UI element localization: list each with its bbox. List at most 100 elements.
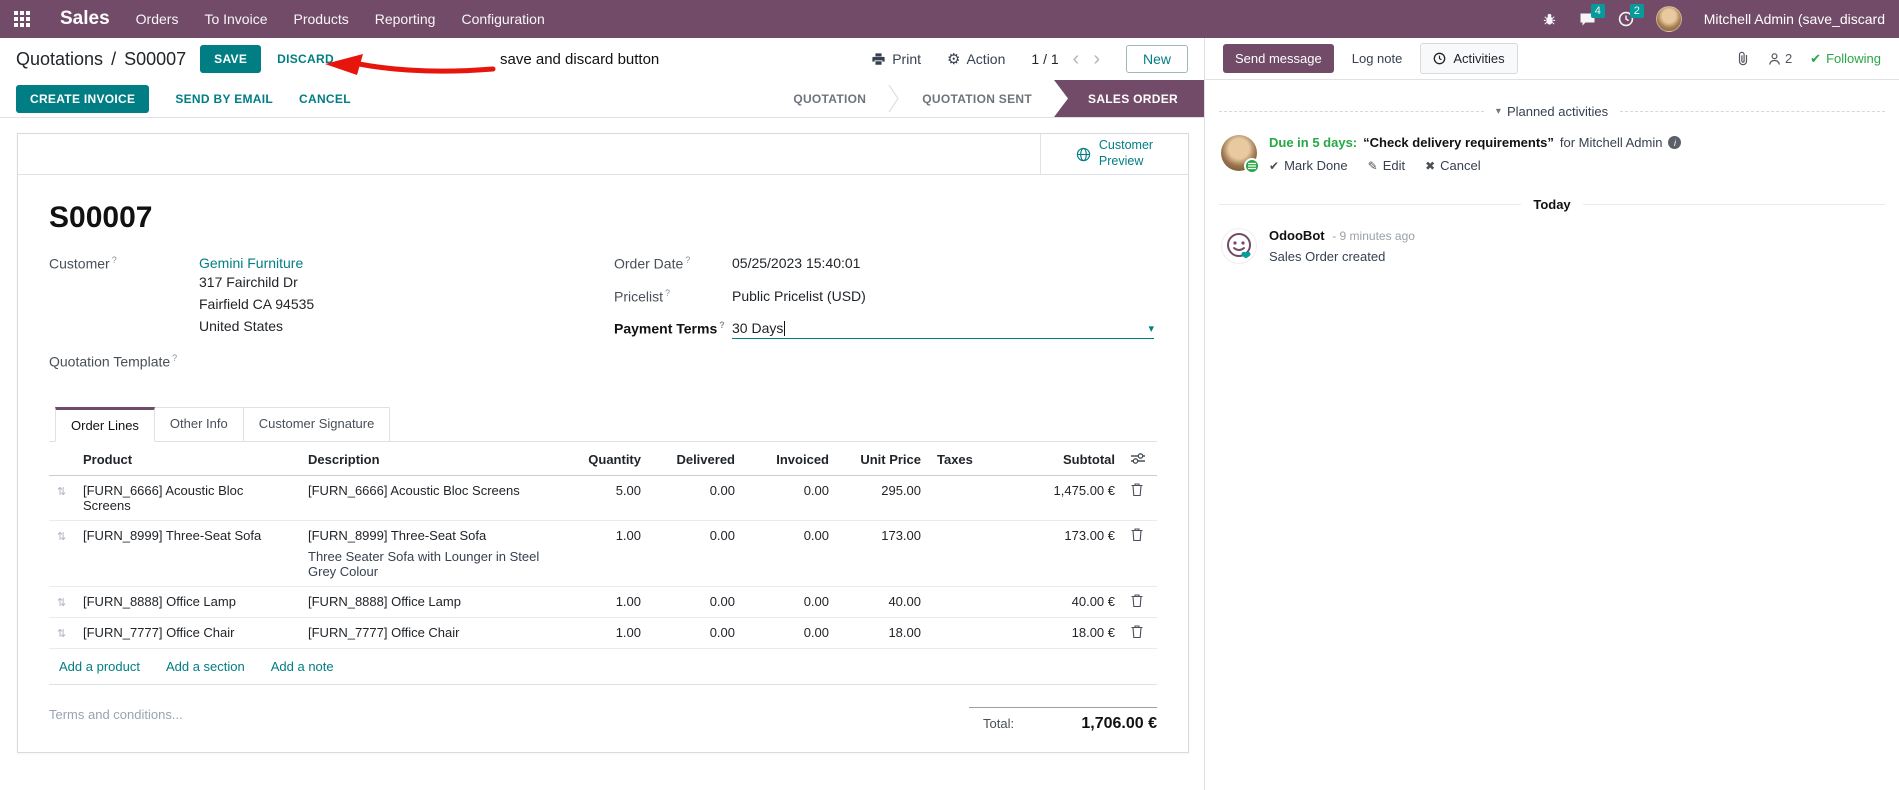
drag-handle-icon[interactable]: ⇅ [57,530,67,543]
menu-orders[interactable]: Orders [135,11,179,27]
notebook-tabs: Order Lines Other Info Customer Signatur… [49,406,1157,442]
pager-next-icon[interactable]: › [1093,48,1100,70]
payment-terms-input[interactable]: 30 Days ▾ [732,320,1154,340]
discard-button[interactable]: DISCARD [277,52,334,66]
pager-prev-icon[interactable]: ‹ [1072,48,1080,70]
table-footer-links: Add a product Add a section Add a note [49,649,1157,685]
mark-done-button[interactable]: ✔ Mark Done [1269,158,1348,173]
state-sales-order[interactable]: SALES ORDER [1054,80,1204,117]
send-message-button[interactable]: Send message [1223,44,1334,73]
menu-to-invoice[interactable]: To Invoice [204,11,268,27]
col-invoiced[interactable]: Invoiced [743,443,837,476]
apps-menu-icon[interactable] [14,11,30,27]
customer-preview-button[interactable]: Customer Preview [1040,134,1188,175]
breadcrumb-quotations[interactable]: Quotations [16,48,104,69]
delete-line-icon[interactable] [1131,528,1143,541]
odoobot-avatar[interactable] [1221,228,1257,264]
printer-icon [872,53,885,65]
delete-line-icon[interactable] [1131,483,1143,496]
total-value: 1,706.00 € [1081,714,1157,732]
planned-activity-item: Due in 5 days: “Check delivery requireme… [1221,135,1899,174]
activities-button[interactable]: Activities [1420,43,1518,74]
pager: 1 / 1 ‹ › [1031,49,1100,69]
message-timestamp: - 9 minutes ago [1332,229,1415,243]
messages-icon[interactable]: 4 [1579,4,1605,27]
add-product-link[interactable]: Add a product [59,658,140,674]
add-note-link[interactable]: Add a note [270,658,334,674]
order-date-value[interactable]: 05/25/2023 15:40:01 [732,255,861,271]
chevron-down-icon[interactable]: ▾ [1148,322,1154,335]
text-cursor [784,320,786,336]
breadcrumb-separator: / [111,48,117,69]
activity-summary: “Check delivery requirements” [1363,135,1554,150]
order-line-row[interactable]: ⇅ [FURN_6666] Acoustic Bloc Screens [FUR… [49,475,1157,521]
tab-order-lines[interactable]: Order Lines [55,406,155,442]
col-product[interactable]: Product [75,443,300,476]
pricelist-value[interactable]: Public Pricelist (USD) [732,287,866,304]
customer-link[interactable]: Gemini Furniture [199,255,304,271]
pencil-icon: ✎ [1367,158,1378,173]
activity-clock-icon[interactable]: 2 [1618,4,1644,27]
form-sheet: Customer Preview S00007 Customer? Gemini… [17,133,1189,753]
edit-activity-button[interactable]: ✎ Edit [1367,158,1406,173]
clock-icon [1433,52,1446,65]
delete-line-icon[interactable] [1131,625,1143,638]
delete-line-icon[interactable] [1131,594,1143,607]
state-quotation-sent[interactable]: QUOTATION SENT [922,91,1033,106]
menu-configuration[interactable]: Configuration [461,11,545,27]
action-button[interactable]: ⚙ Action [947,50,1006,68]
cancel-activity-button[interactable]: ✖ Cancel [1425,158,1481,173]
user-name[interactable]: Mitchell Admin (save_discard [1703,11,1885,27]
state-quotation[interactable]: QUOTATION [793,91,867,106]
order-line-row[interactable]: ⇅ [FURN_8888] Office Lamp [FURN_8888] Of… [49,586,1157,618]
col-subtotal[interactable]: Subtotal [995,443,1123,476]
drag-handle-icon[interactable]: ⇅ [57,485,67,498]
new-button[interactable]: New [1125,45,1188,73]
bug-icon[interactable] [1542,12,1557,27]
payment-terms-label: Payment Terms? [614,320,725,337]
col-taxes[interactable]: Taxes [929,443,995,476]
cancel-button[interactable]: CANCEL [299,91,351,106]
terms-placeholder[interactable]: Terms and conditions... [49,706,183,722]
col-unit-price[interactable]: Unit Price [837,443,929,476]
total-label: Total: [983,715,1015,731]
planned-activities-divider: ▾ Planned activities [1219,104,1886,119]
followers-button[interactable]: 2 [1768,51,1792,66]
activity-avatar[interactable] [1221,135,1260,174]
col-quantity[interactable]: Quantity [565,443,649,476]
create-invoice-button[interactable]: CREATE INVOICE [16,84,150,113]
message-author[interactable]: OdooBot [1269,228,1325,243]
user-avatar[interactable] [1655,6,1682,32]
gear-icon: ⚙ [947,50,961,68]
globe-icon [1076,147,1091,161]
add-section-link[interactable]: Add a section [165,658,245,674]
planned-activities-toggle[interactable]: ▾ Planned activities [1495,104,1609,119]
save-button[interactable]: SAVE [200,45,262,73]
activity-assignee: for Mitchell Admin [1559,135,1663,150]
table-header-row: Product Description Quantity Delivered I… [49,443,1157,476]
annotation-label: save and discard button [500,51,660,68]
log-note-button[interactable]: Log note [1351,51,1403,66]
attachment-icon[interactable] [1736,51,1750,66]
col-delivered[interactable]: Delivered [649,443,743,476]
annotation-arrow [325,54,496,75]
tab-other-info[interactable]: Other Info [154,406,244,442]
col-description[interactable]: Description [300,443,565,476]
menu-products[interactable]: Products [293,11,349,27]
pager-value: 1 / 1 [1031,51,1059,67]
drag-handle-icon[interactable]: ⇅ [57,596,67,609]
order-lines-table: Product Description Quantity Delivered I… [49,443,1157,649]
messages-count-badge: 4 [1590,4,1605,18]
menu-reporting[interactable]: Reporting [374,11,436,27]
optional-columns-icon[interactable] [1131,452,1145,465]
tab-customer-signature[interactable]: Customer Signature [243,406,391,442]
send-by-email-button[interactable]: SEND BY EMAIL [175,91,274,106]
order-line-row[interactable]: ⇅ [FURN_7777] Office Chair [FURN_7777] O… [49,617,1157,649]
following-button[interactable]: ✔ Following [1810,50,1881,67]
app-name[interactable]: Sales [60,8,110,29]
x-icon: ✖ [1425,158,1436,173]
print-button[interactable]: Print [871,51,921,67]
drag-handle-icon[interactable]: ⇅ [57,627,67,640]
info-icon[interactable]: i [1668,136,1682,149]
order-line-row[interactable]: ⇅ [FURN_8999] Three-Seat Sofa [FURN_8999… [49,520,1157,587]
